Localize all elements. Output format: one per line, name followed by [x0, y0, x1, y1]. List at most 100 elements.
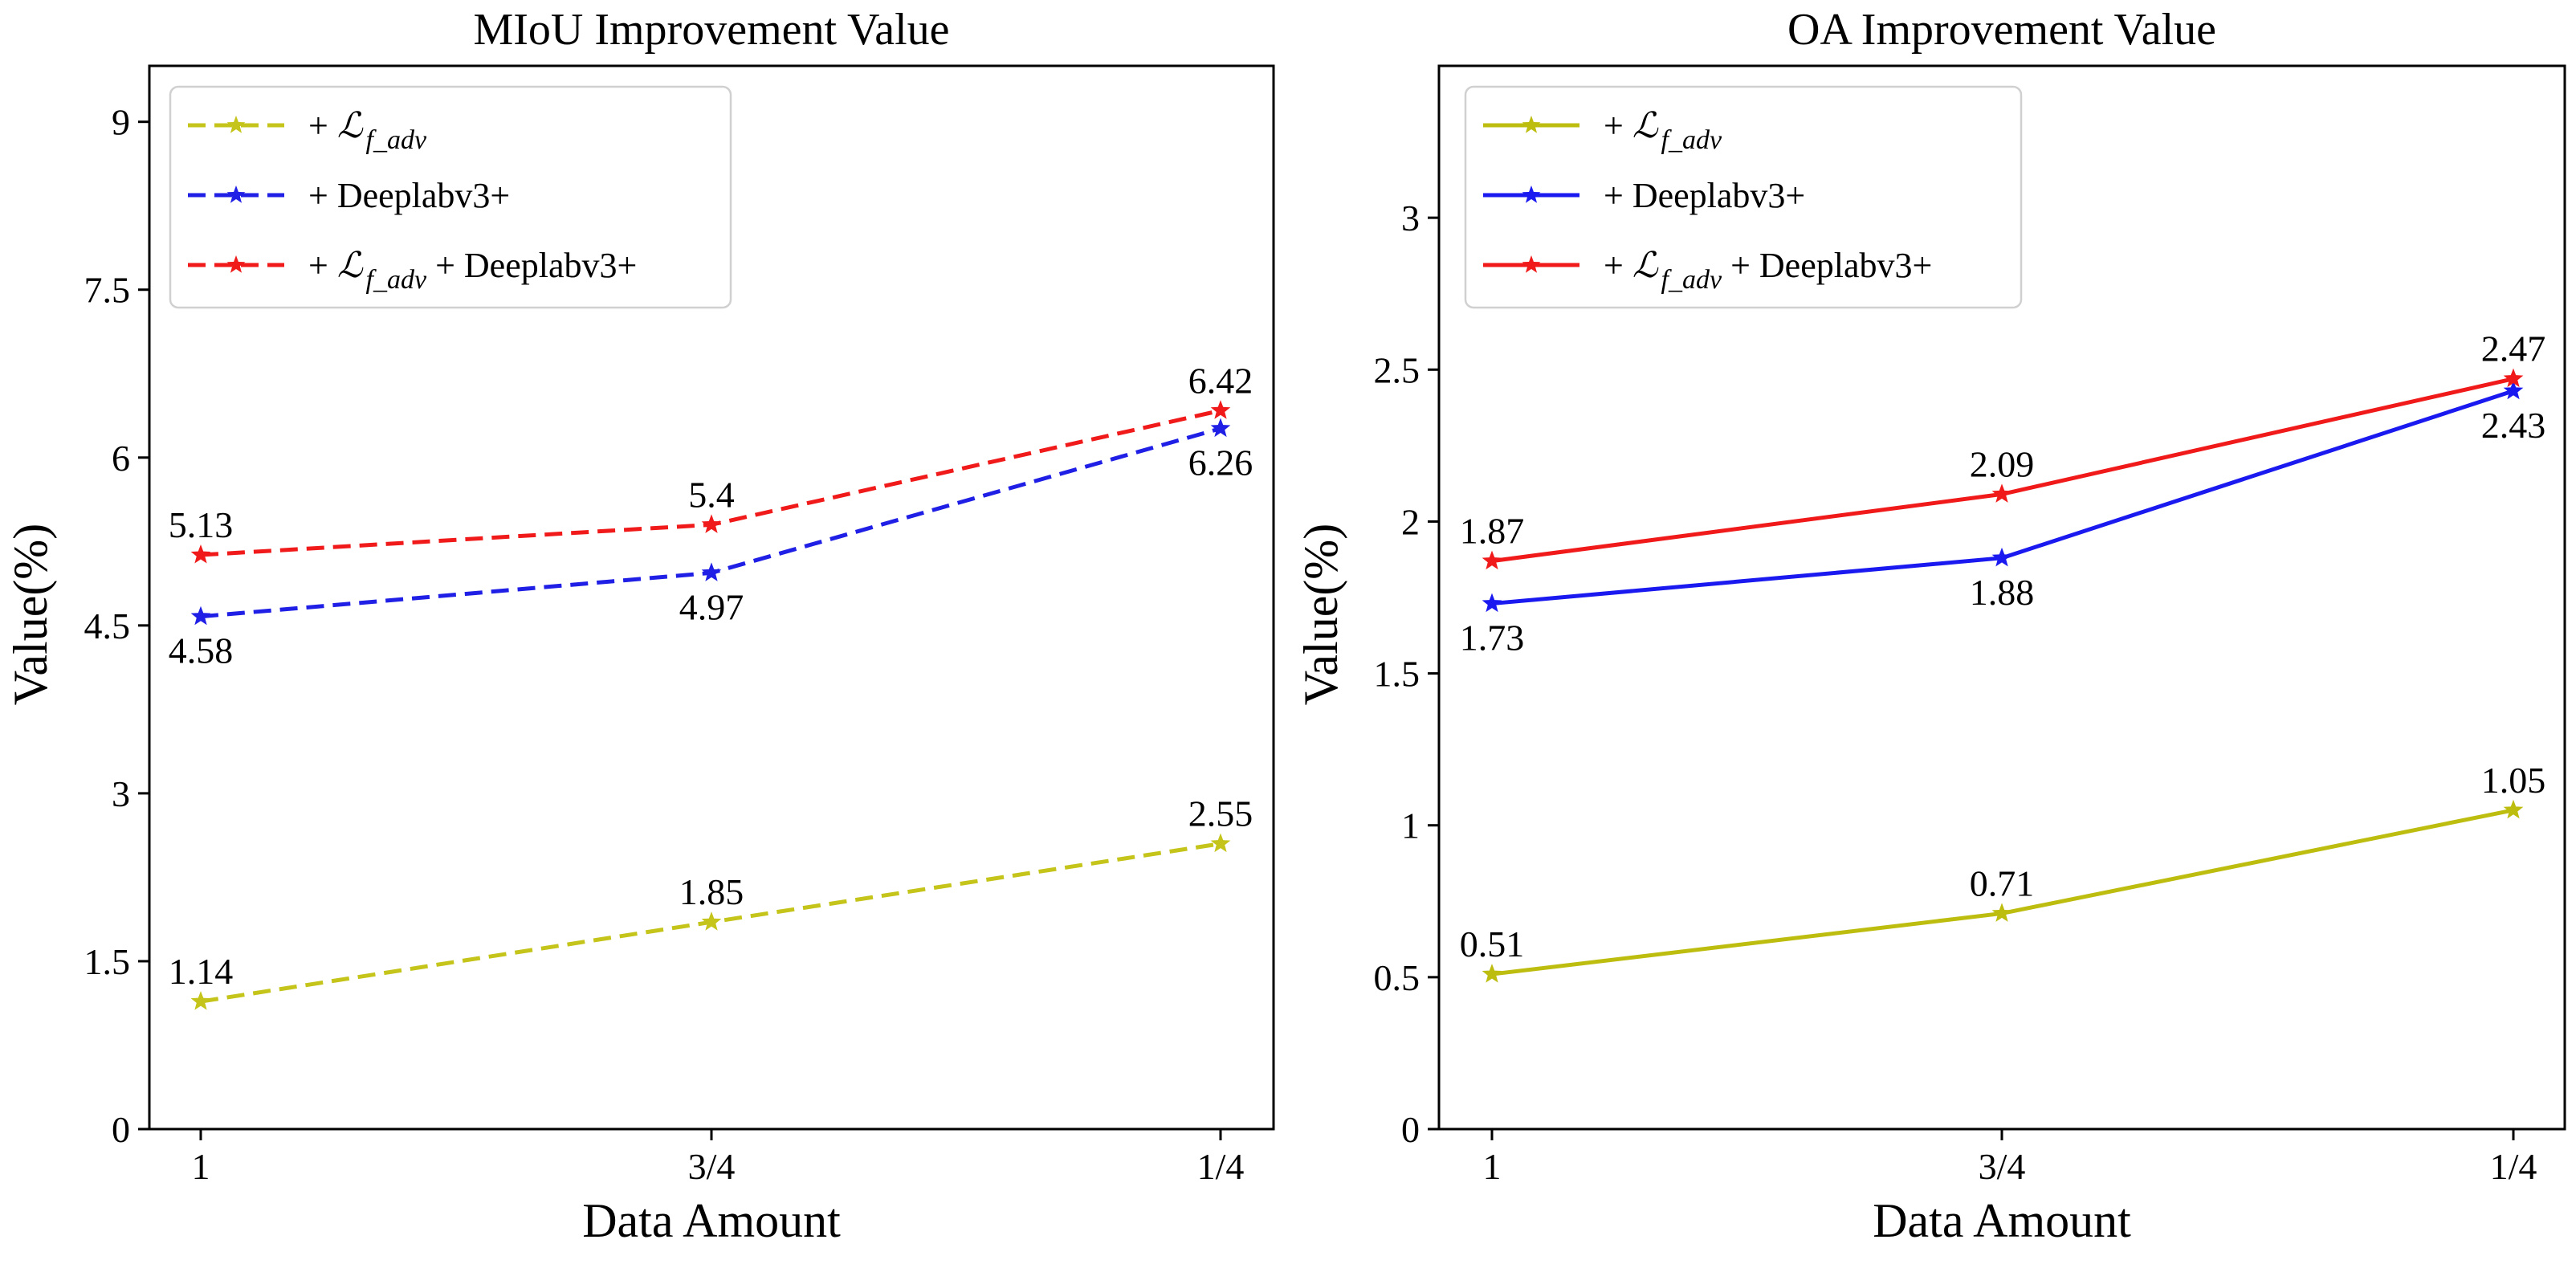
x-tick-label: 1: [1483, 1146, 1502, 1187]
series-point-marker: [1482, 964, 1502, 983]
y-tick-label: 0.5: [1374, 957, 1420, 998]
legend-label: + Deeplabv3+: [308, 176, 510, 215]
series-point-marker: [2503, 380, 2524, 400]
legend-label-text: + Deeplabv3+: [426, 246, 637, 285]
y-axis-label: Value(%): [4, 524, 57, 706]
y-tick-label: 3: [1401, 198, 1420, 239]
oa-chart-panel: OA Improvement Value Data Amount Value(%…: [1294, 5, 2566, 1247]
data-labels-layer: 0.51 0.71 1.05 1.73 1.88 2.43 1.87 2.09 2.47: [1460, 328, 2546, 964]
legend-label-text: +: [1604, 106, 1632, 145]
chart-title: OA Improvement Value: [1787, 5, 2216, 55]
legend-label-symbol: ℒ: [1632, 106, 1659, 145]
legend-label: + Deeplabv3+: [1604, 176, 1805, 215]
legend-marker-swatch: [226, 186, 246, 203]
data-label: 6.26: [1188, 442, 1253, 483]
chart-title: MIoU Improvement Value: [473, 5, 949, 55]
y-tick-label: 1.5: [84, 941, 131, 982]
data-label: 1.88: [1970, 572, 2035, 613]
y-tick-label: 7.5: [84, 270, 131, 311]
y-tick-label: 1: [1401, 805, 1420, 846]
legend-label-subscript: f_adv: [366, 125, 427, 155]
legend-label-text: + Deeplabv3+: [1604, 176, 1805, 215]
data-label: 1.73: [1460, 618, 1525, 659]
legend-label-subscript: f_adv: [366, 265, 427, 295]
series-point-marker: [190, 544, 211, 564]
series-point-marker: [2503, 799, 2524, 819]
data-label: 0.51: [1460, 924, 1525, 964]
legend-marker-swatch: [226, 255, 246, 273]
series-point-marker: [1991, 483, 2012, 503]
legend-marker-swatch: [1522, 186, 1541, 203]
y-tick-label: 1.5: [1374, 654, 1420, 695]
plot-area-frame: [1437, 64, 2566, 1131]
x-tick-label: 1/4: [2490, 1146, 2537, 1187]
series-point-marker: [701, 911, 722, 931]
legend-box: [169, 85, 732, 309]
x-axis-ticks: 1 3/4 1/4: [192, 1129, 1245, 1187]
data-label: 6.42: [1188, 360, 1253, 401]
series-point-marker: [190, 991, 211, 1010]
data-label: 4.97: [679, 586, 744, 627]
y-tick-label: 2.5: [1374, 349, 1420, 390]
x-tick-label: 3/4: [1979, 1146, 2026, 1187]
y-axis-label: Value(%): [1294, 524, 1347, 706]
series-point-marker: [190, 605, 211, 626]
legend-label-symbol: ℒ: [337, 106, 364, 145]
series-point-marker: [1210, 418, 1231, 438]
x-axis-label: Data Amount: [582, 1194, 841, 1247]
x-tick-label: 3/4: [688, 1146, 736, 1187]
y-tick-label: 4.5: [84, 605, 131, 646]
y-tick-label: 2: [1401, 501, 1420, 542]
data-label: 2.09: [1970, 443, 2035, 484]
y-tick-label: 9: [112, 102, 130, 143]
data-labels-layer: 1.14 1.85 2.55 4.58 4.97 6.26 5.13 5.4 6.42: [169, 360, 1253, 992]
legend-label-subscript: f_adv: [1661, 125, 1722, 155]
legend-label-text: + Deeplabv3+: [1722, 246, 1932, 285]
x-axis-ticks: 1 3/4 1/4: [1483, 1129, 2537, 1187]
series-point-marker: [1210, 833, 1231, 853]
data-label: 5.13: [169, 504, 234, 545]
y-tick-label: 6: [112, 438, 130, 479]
legend-label-subscript: f_adv: [1661, 265, 1722, 295]
series-point-marker: [1210, 400, 1231, 419]
data-label: 1.85: [679, 871, 744, 912]
y-axis-ticks: 0 1.5 3 4.5 6 7.5 9: [84, 102, 149, 1150]
legend-label-text: +: [1604, 246, 1632, 285]
data-label: 4.58: [169, 630, 234, 671]
series-point-marker: [1991, 547, 2012, 567]
y-tick-label: 0: [1401, 1109, 1420, 1150]
y-axis-ticks: 0 0.5 1 1.5 2 2.5 3: [1374, 198, 1439, 1150]
data-label: 0.71: [1970, 862, 2035, 903]
data-label: 1.05: [2481, 760, 2546, 801]
series-layer: [1482, 368, 2524, 983]
data-label: 1.87: [1460, 511, 1525, 552]
series-point-marker: [701, 562, 722, 581]
legend-label-symbol: ℒ: [1632, 246, 1659, 285]
y-tick-label: 3: [112, 773, 130, 814]
legend-label-text: +: [308, 246, 337, 285]
legend-label-symbol: ℒ: [337, 246, 364, 285]
series-point-marker: [1482, 593, 1502, 613]
series-point-marker: [1991, 903, 2012, 922]
plot-area-frame: [148, 64, 1275, 1131]
legend-label-text: +: [308, 106, 337, 145]
data-label: 5.4: [688, 474, 735, 515]
series-layer: [190, 400, 1231, 1010]
series-point-marker: [1482, 550, 1502, 570]
data-label: 2.47: [2481, 328, 2546, 369]
series-point-marker: [2503, 368, 2524, 388]
data-label: 1.14: [169, 951, 234, 992]
legend-label-text: + Deeplabv3+: [308, 176, 510, 215]
legend-box: [1464, 85, 2023, 309]
miou-chart-panel: MIoU Improvement Value Data Amount Value…: [4, 5, 1275, 1247]
x-tick-label: 1: [192, 1146, 210, 1187]
legend-marker-swatch: [1522, 255, 1541, 273]
data-label: 2.43: [2481, 405, 2546, 446]
data-label: 2.55: [1188, 793, 1253, 834]
x-tick-label: 1/4: [1197, 1146, 1245, 1187]
